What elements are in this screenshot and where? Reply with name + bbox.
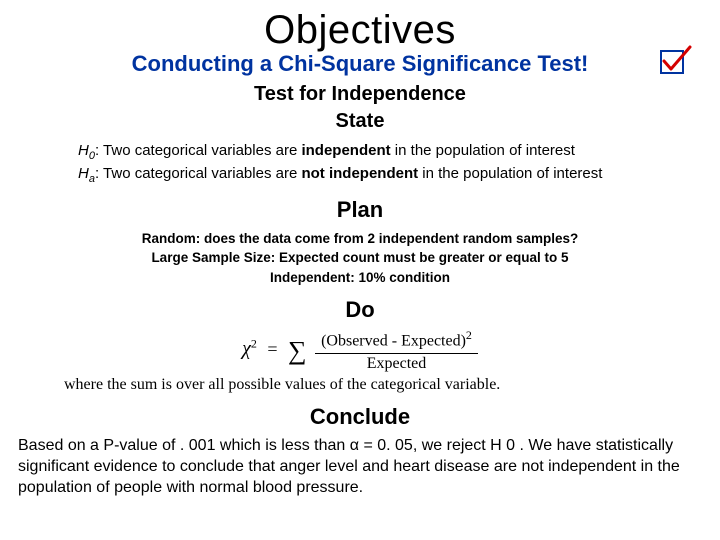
plan-independent: Independent: 10% condition	[18, 268, 702, 288]
equals-sign: =	[267, 339, 277, 359]
plan-conditions: Random: does the data come from 2 indepe…	[18, 229, 702, 288]
chi-square-formula: χ2 = ∑ (Observed - Expected)2 Expected	[18, 329, 702, 372]
conclusion-text: Based on a P-value of . 001 which is les…	[18, 436, 702, 498]
conclude-heading: Conclude	[18, 404, 702, 430]
slide: Objectives Conducting a Chi-Square Signi…	[0, 0, 720, 540]
alt-hypothesis: Ha: Two categorical variables are not in…	[78, 164, 702, 187]
chi-symbol: χ	[242, 338, 251, 360]
plan-heading: Plan	[18, 197, 702, 223]
subtitle-text: Conducting a Chi-Square Significance Tes…	[132, 51, 589, 77]
numerator: (Observed - Expected)2	[315, 329, 478, 353]
denominator: Expected	[315, 354, 478, 373]
checkmark-icon	[658, 45, 692, 82]
subtitle-row: Conducting a Chi-Square Significance Tes…	[18, 51, 702, 77]
hypotheses-block: H0: Two categorical variables are indepe…	[78, 141, 702, 187]
do-heading: Do	[18, 297, 702, 323]
page-title: Objectives	[18, 8, 702, 53]
squared-exponent: 2	[251, 337, 257, 351]
fraction: (Observed - Expected)2 Expected	[315, 329, 478, 372]
plan-random: Random: does the data come from 2 indepe…	[18, 229, 702, 249]
test-for-heading: Test for Independence	[18, 83, 702, 106]
formula-note: where the sum is over all possible value…	[18, 376, 702, 394]
plan-large-sample: Large Sample Size: Expected count must b…	[18, 248, 702, 268]
state-heading: State	[18, 110, 702, 133]
sigma-symbol: ∑	[288, 336, 307, 365]
null-hypothesis: H0: Two categorical variables are indepe…	[78, 141, 702, 164]
